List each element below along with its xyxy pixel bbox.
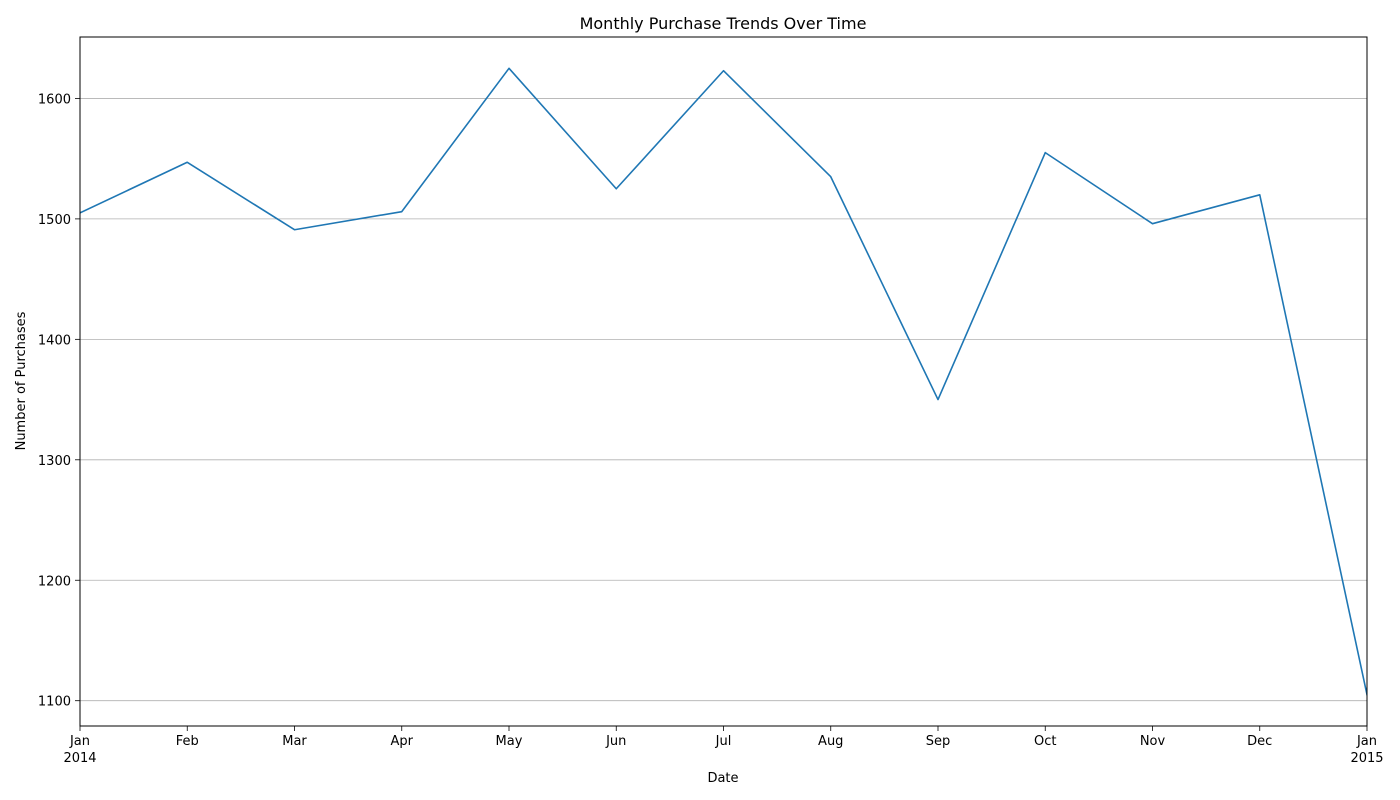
x-tick-label: Jun <box>605 734 626 749</box>
y-tick-label: 1600 <box>38 92 71 107</box>
series-line <box>80 67 1367 696</box>
x-tick-year-label: 2014 <box>63 751 96 766</box>
x-tick-label: Jul <box>715 734 732 749</box>
x-tick-year-label: 2015 <box>1350 751 1383 766</box>
x-tick-label: Jan <box>69 734 90 749</box>
x-axis: Jan 2014 Feb Mar Apr May Jun Jul Aug Sep Oct Nov Dec… <box>63 726 1384 766</box>
x-tick-label: May <box>496 734 523 749</box>
y-tick-label: 1300 <box>38 454 71 469</box>
x-tick-label: Sep <box>926 734 951 749</box>
y-axis: 1100 1200 1300 1400 1500 1600 <box>38 92 80 710</box>
y-tick-label: 1200 <box>38 574 71 589</box>
gridlines <box>80 98 1367 702</box>
x-tick-label: Oct <box>1034 734 1056 749</box>
series-group <box>80 67 1367 696</box>
chart-title: Monthly Purchase Trends Over Time <box>580 14 867 33</box>
x-tick-label: Aug <box>818 734 843 749</box>
x-tick-label: Nov <box>1140 734 1166 749</box>
y-axis-label: Number of Purchases <box>14 311 29 450</box>
y-tick-label: 1100 <box>38 695 71 710</box>
y-tick-label: 1400 <box>38 333 71 348</box>
x-tick-label: Jan <box>1356 734 1377 749</box>
x-axis-label: Date <box>707 771 738 786</box>
x-tick-label: Feb <box>176 734 199 749</box>
x-tick-label: Apr <box>391 734 414 749</box>
y-tick-label: 1500 <box>38 213 71 228</box>
x-tick-label: Dec <box>1247 734 1272 749</box>
x-tick-label: Mar <box>282 734 307 749</box>
